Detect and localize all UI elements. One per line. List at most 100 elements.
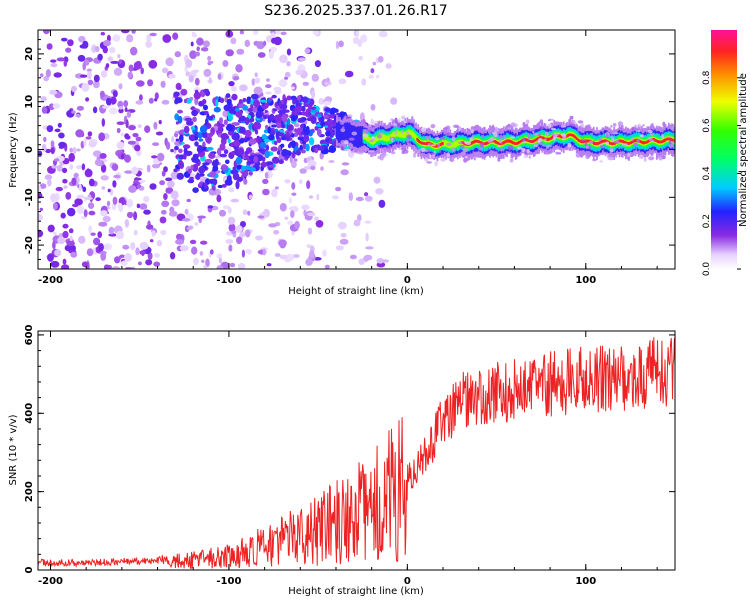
spectrogram-noise-cell [113, 174, 121, 179]
spectrogram-y-tick-label: 20 [24, 47, 35, 61]
spectrogram-scatter-cell [253, 122, 262, 130]
spectrogram-scatter-cell [314, 147, 319, 154]
spectrogram-noise-cell [225, 49, 234, 57]
spectrogram-noise-cell [136, 184, 142, 189]
spectrogram-ridge-cell [576, 138, 579, 141]
spectrogram-halo-cell [401, 130, 404, 135]
spectrogram-noise-cell [128, 64, 134, 72]
spectrogram-ridge-cell [661, 140, 664, 143]
spectrogram-scatter-cell [186, 120, 194, 126]
spectrogram-ridge-cell [451, 143, 454, 149]
spectrogram-scatter-cell [202, 98, 207, 105]
spectrogram-scatter-cell [330, 107, 337, 114]
spectrogram-scatter-cell [281, 123, 286, 129]
spectrogram-noise-cell [66, 240, 75, 247]
spectrogram-noise-cell [200, 47, 209, 52]
spectrogram-noise-cell [73, 172, 79, 178]
spectrogram-noise-cell [368, 75, 374, 79]
spectrogram-noise-cell [47, 253, 54, 262]
spectrogram-noise-cell [325, 77, 331, 83]
spectrogram-noise-cell [131, 30, 136, 34]
spectrogram-ridge-cell [375, 136, 378, 142]
spectrogram-scatter-cell [301, 105, 306, 112]
spectrogram-scatter-cell [268, 134, 275, 141]
spectrogram-halo-cell [544, 138, 547, 141]
spectrogram-halo-cell [449, 157, 455, 162]
spectrogram-noise-cell [121, 30, 130, 34]
spectrogram-noise-cell [254, 77, 261, 84]
spectrogram-ridge-cell [583, 140, 585, 143]
spectrogram-halo-cell [370, 152, 375, 157]
spectrogram-scatter-cell [192, 153, 199, 160]
spectrogram-ridge-cell [568, 133, 570, 136]
spectrogram-halo-cell [469, 137, 473, 142]
spectrogram-noise-cell [263, 40, 267, 47]
spectrogram-halo-cell [509, 158, 514, 163]
spectrogram-noise-cell [315, 220, 324, 228]
spectrogram-halo-cell [612, 122, 617, 127]
spectrogram-noise-cell [225, 239, 234, 244]
spectrogram-ridge-cell [541, 136, 544, 139]
spectrogram-ridge-cell [457, 140, 459, 146]
spectrogram-scatter-cell [204, 182, 208, 190]
spectrogram-noise-cell [175, 239, 185, 245]
spectrogram-ridge-cell [354, 126, 356, 147]
spectrogram-scatter-cell [253, 155, 259, 163]
spectrogram-ridge-cell [353, 125, 355, 147]
spectrogram-halo-cell [510, 122, 516, 128]
spectrogram-ridge-cell [398, 131, 400, 137]
spectrogram-ridge-cell [416, 137, 418, 141]
spectrogram-noise-cell [99, 90, 105, 98]
spectrogram-halo-cell [429, 157, 433, 160]
spectrogram-ridge-cell [622, 140, 625, 144]
spectrogram-halo-cell [622, 143, 628, 147]
spectrogram-noise-cell [75, 165, 84, 170]
spectrogram-noise-cell [137, 261, 142, 266]
spectrogram-noise-cell [84, 168, 93, 178]
spectrogram-ridge-cell [656, 139, 658, 143]
spectrogram-scatter-cell [290, 114, 297, 122]
spectrogram-noise-cell [88, 210, 96, 216]
spectrogram-scatter-cell [204, 111, 209, 115]
spectrogram-ridge-cell [515, 142, 518, 145]
spectrogram-halo-cell [533, 144, 539, 148]
spectrogram-noise-cell [43, 136, 47, 143]
spectrogram-noise-cell [291, 86, 295, 90]
spectrogram-noise-cell [83, 209, 88, 218]
spectrogram-noise-cell [85, 136, 92, 140]
spectrogram-noise-cell [139, 203, 148, 210]
spectrogram-noise-cell [199, 251, 204, 256]
spectrogram-halo-cell [609, 149, 614, 153]
spectrogram-ridge-cell [344, 121, 347, 143]
spectrogram-ridge-cell [339, 123, 341, 143]
spectrogram-halo-cell [413, 153, 417, 158]
spectrogram-halo-cell [599, 145, 605, 148]
spectrogram-ridge-cell [602, 139, 605, 143]
spectrogram-y-tick-label: -20 [24, 236, 35, 254]
spectrogram-noise-cell [202, 40, 210, 48]
spectrogram-ridge-cell [346, 122, 349, 142]
spectrogram-noise-cell [162, 34, 172, 43]
spectrogram-halo-cell [655, 155, 659, 161]
spectrogram-x-tick-label: -200 [38, 275, 63, 286]
spectrogram-scatter-cell [308, 137, 315, 146]
spectrogram-noise-cell [167, 180, 175, 188]
spectrogram-noise-cell [109, 107, 118, 115]
spectrogram-ridge-cell [655, 139, 657, 142]
spectrogram-noise-cell [262, 188, 270, 196]
spectrogram-scatter-cell [202, 162, 210, 166]
spectrogram-halo-cell [410, 116, 414, 121]
spectrogram-ridge-cell [455, 140, 458, 147]
spectrogram-halo-cell [439, 149, 442, 154]
spectrogram-scatter-cell [303, 134, 310, 143]
spectrogram-halo-cell [475, 152, 480, 158]
spectrogram-ridge-cell [560, 135, 563, 139]
spectrogram-noise-cell [120, 153, 125, 160]
spectrogram-halo-cell [487, 129, 492, 135]
spectrogram-halo-cell [431, 144, 436, 147]
spectrogram-noise-cell [148, 97, 154, 104]
spectrogram-halo-cell [406, 139, 410, 144]
spectrogram-halo-cell [398, 117, 401, 123]
spectrogram-scatter-cell [211, 161, 217, 167]
